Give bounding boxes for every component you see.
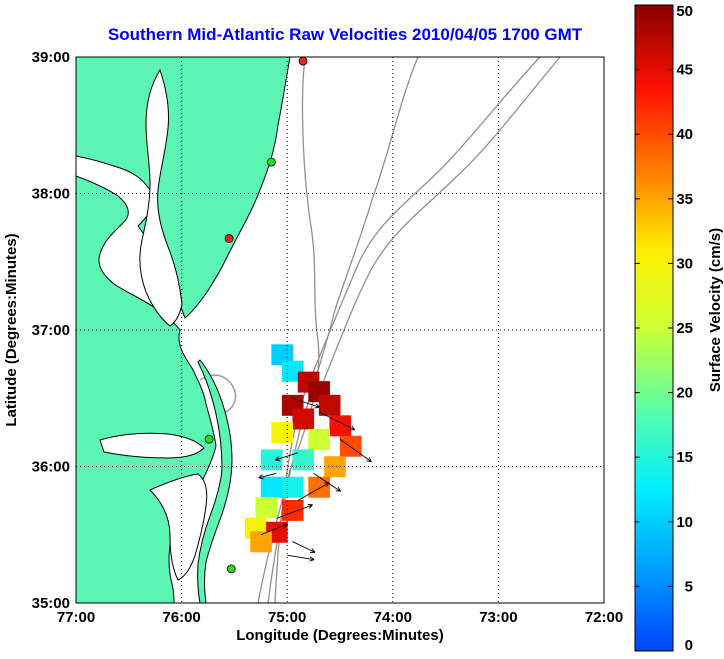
velocity-vector (297, 482, 330, 502)
x-tick-label: 74:00 (374, 609, 412, 626)
bays (99, 68, 208, 581)
x-tick-label: 72:00 (585, 609, 623, 626)
x-axis-ticks: 77:00 76:00 75:00 74:00 73:00 72:00 (57, 609, 623, 626)
velocity-cell (271, 422, 293, 444)
velocity-cell (308, 428, 330, 450)
y-tick-label: 39:00 (32, 49, 70, 66)
chesapeake-bay (139, 68, 183, 327)
bathymetry-contour-deep (274, 57, 541, 603)
colorbar-tick-label: 25 (676, 320, 693, 337)
x-tick-label: 75:00 (268, 609, 306, 626)
y-tick-label: 35:00 (32, 595, 70, 612)
x-axis-label: Longitude (Degrees:Minutes) (236, 627, 444, 644)
x-tick-label: 73:00 (479, 609, 517, 626)
velocity-cell (292, 449, 315, 471)
velocity-cell (255, 497, 278, 519)
y-axis-label: Latitude (Degrees:Minutes) (3, 233, 20, 426)
land-outer-banks (197, 359, 233, 603)
velocity-cell (318, 394, 341, 416)
colorbar-tick-label: 0 (685, 637, 693, 654)
radar-station-marker (266, 157, 276, 167)
velocity-cell (292, 408, 315, 430)
velocity-vector (274, 452, 298, 462)
pamlico-sound (149, 473, 208, 581)
x-tick-label: 76:00 (162, 609, 200, 626)
velocity-cell (260, 476, 283, 498)
bathymetry-contours (199, 57, 561, 603)
grid (76, 57, 604, 603)
velocity-vector (292, 541, 316, 553)
velocity-cell (308, 476, 330, 498)
velocity-vector (287, 554, 315, 562)
radar-station-marker (298, 57, 308, 66)
velocity-cell (260, 449, 283, 471)
velocity-vector (339, 438, 372, 463)
velocity-cell (340, 435, 362, 457)
velocity-vector (258, 472, 277, 480)
chart-title: Southern Mid-Atlantic Raw Velocities 201… (108, 25, 583, 44)
colorbar-tick-label: 35 (676, 191, 693, 208)
colorbar-label: Surface Velocity (cm/s) (707, 228, 724, 392)
colorbar-tick-label: 30 (676, 255, 693, 272)
velocity-cell (281, 499, 304, 521)
velocity-vector (276, 503, 313, 519)
bathymetry-contour-shallow (257, 57, 320, 603)
velocity-cell (324, 456, 346, 478)
velocity-cell (250, 531, 272, 553)
velocity-vectors (258, 397, 372, 562)
colorbar-tick-label: 10 (676, 514, 693, 531)
bathymetry-contour-mid (267, 57, 419, 603)
velocity-vector (318, 411, 356, 431)
y-axis-ticks: 35:00 36:00 37:00 38:00 39:00 (32, 49, 70, 612)
bathymetry-contour-deep-2 (321, 57, 561, 386)
colorbar (634, 4, 674, 652)
velocity-vector (260, 523, 289, 536)
velocity-vector (292, 397, 320, 409)
radar-station-marker (204, 434, 214, 444)
plot-frame (75, 56, 605, 604)
y-tick-label: 36:00 (32, 459, 70, 476)
velocity-cell (329, 415, 352, 437)
y-tick-label: 38:00 (32, 186, 70, 203)
radar-stations (204, 57, 308, 574)
y-tick-label: 37:00 (32, 322, 70, 339)
radar-station-marker (224, 234, 234, 243)
colorbar-tick-label: 20 (676, 385, 693, 402)
albemarle-sound (99, 432, 205, 459)
x-tick-label: 77:00 (57, 609, 95, 626)
colorbar-tick-label: 15 (676, 449, 693, 466)
radar-station-marker (226, 564, 236, 574)
colorbar-tick-label: 45 (676, 62, 693, 79)
colorbar-tick-label: 50 (676, 3, 693, 20)
colorbar-tick-label: 40 (676, 126, 693, 143)
colorbar-tick-label: 5 (685, 578, 693, 595)
colorbar-ticks: 0 5 10 15 20 25 30 35 40 45 50 (635, 3, 693, 654)
velocity-cell (281, 476, 304, 498)
